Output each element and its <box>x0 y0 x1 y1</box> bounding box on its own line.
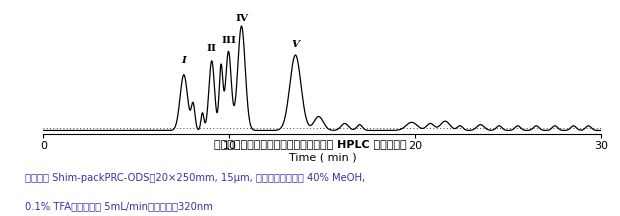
Text: II: II <box>206 44 217 53</box>
Text: 0.1% TFA；流速，　 5mL/min；検出，　320nm: 0.1% TFA；流速， 5mL/min；検出， 320nm <box>25 201 213 211</box>
Text: カラム， Shim-packPRC-ODS（20×250mm, 15μm, 島津）；移動相， 40% MeOH,: カラム， Shim-packPRC-ODS（20×250mm, 15μm, 島津… <box>25 173 365 183</box>
Text: III: III <box>221 36 236 44</box>
Text: I: I <box>182 56 186 65</box>
Text: 図１　イネ若葉のポリフェノール成分の HPLC による分離: 図１ イネ若葉のポリフェノール成分の HPLC による分離 <box>214 139 406 149</box>
Text: IV: IV <box>235 14 248 22</box>
X-axis label: Time ( min ): Time ( min ) <box>288 152 356 162</box>
Text: V: V <box>291 40 299 49</box>
